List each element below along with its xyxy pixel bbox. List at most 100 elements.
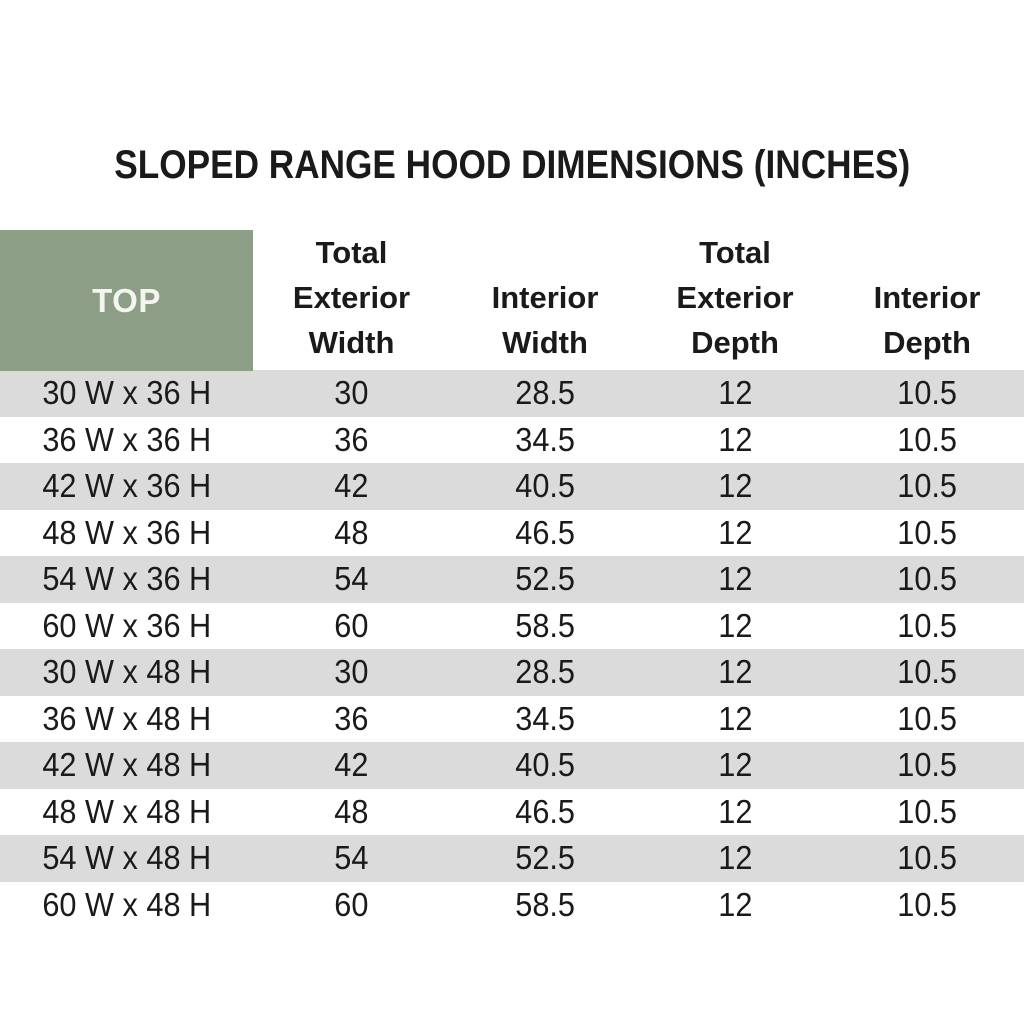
table-cell-interior-depth: 10.5: [830, 696, 1024, 743]
row-label-text: 54 W x 36 H: [42, 560, 211, 597]
table-cell-total-exterior-width: 42: [253, 463, 450, 510]
cell-value: 10.5: [897, 420, 957, 458]
table-cell-total-exterior-width: 48: [253, 510, 450, 557]
cell-value: 12: [717, 420, 753, 458]
column-header-line: Total: [699, 235, 771, 270]
cell-value: 10.5: [897, 467, 957, 504]
cell-value: 10.5: [897, 513, 957, 551]
table-cell-total-exterior-depth: 12: [640, 835, 830, 882]
table-header-row: TOP Total Exterior Width Interior Width …: [0, 230, 1024, 371]
table-cell-interior-width: 52.5: [450, 835, 640, 882]
table-cell-total-exterior-depth: 12: [640, 603, 830, 650]
cell-value: 12: [717, 839, 753, 876]
cell-value: 58.5: [515, 885, 575, 923]
table-row: 48 W x 36 H 48 46.5 12 10.5: [0, 510, 1024, 557]
table-row: 42 W x 48 H 42 40.5 12 10.5: [0, 742, 1024, 789]
cell-value: 12: [717, 885, 753, 923]
table-cell-interior-width: 34.5: [450, 696, 640, 743]
table-cell-total-exterior-depth: 12: [640, 417, 830, 464]
cell-value: 10.5: [897, 699, 957, 737]
table-cell-total-exterior-width: 42: [253, 742, 450, 789]
cell-value: 48: [334, 513, 369, 551]
table-cell-total-exterior-width: 54: [253, 556, 450, 603]
cell-value: 28.5: [515, 374, 575, 411]
table-cell-interior-depth: 10.5: [830, 510, 1024, 557]
table-cell-total-exterior-depth: 12: [640, 789, 830, 836]
table-cell-interior-depth: 10.5: [830, 370, 1024, 417]
table-cell-interior-width: 46.5: [450, 510, 640, 557]
table-cell-interior-depth: 10.5: [830, 742, 1024, 789]
table-cell-total-exterior-width: 48: [253, 789, 450, 836]
cell-value: 12: [717, 467, 753, 504]
cell-value: 12: [717, 513, 753, 551]
cell-value: 12: [717, 792, 753, 830]
table-cell-interior-depth: 10.5: [830, 556, 1024, 603]
row-label-text: 36 W x 48 H: [42, 699, 211, 737]
row-label-text: 42 W x 48 H: [42, 746, 211, 783]
table-row: 48 W x 48 H 48 46.5 12 10.5: [0, 789, 1024, 836]
table-cell-total-exterior-width: 60: [253, 882, 450, 929]
table-cell-interior-width: 40.5: [450, 463, 640, 510]
table-cell-interior-depth: 10.5: [830, 835, 1024, 882]
table-cell-interior-depth: 10.5: [830, 463, 1024, 510]
table-cell-interior-width: 34.5: [450, 417, 640, 464]
cell-value: 10.5: [897, 560, 957, 597]
cell-value: 10.5: [897, 374, 957, 411]
table-cell-total-exterior-depth: 12: [640, 370, 830, 417]
table-cell-total-exterior-width: 60: [253, 603, 450, 650]
column-header-interior-depth: Interior Depth: [830, 230, 1024, 371]
cell-value: 10.5: [897, 792, 957, 830]
table-cell-interior-width: 40.5: [450, 742, 640, 789]
row-label-text: 48 W x 48 H: [42, 792, 211, 830]
table-cell-interior-width: 28.5: [450, 649, 640, 696]
table-row: 36 W x 48 H 36 34.5 12 10.5: [0, 696, 1024, 743]
row-label-text: 36 W x 36 H: [42, 420, 211, 458]
table-cell-total-exterior-depth: 12: [640, 696, 830, 743]
cell-value: 10.5: [897, 746, 957, 783]
table-cell-interior-depth: 10.5: [830, 789, 1024, 836]
cell-value: 52.5: [515, 839, 575, 876]
row-label: 54 W x 36 H: [0, 556, 253, 603]
cell-value: 60: [334, 606, 369, 644]
row-label: 60 W x 48 H: [0, 882, 253, 929]
cell-value: 52.5: [515, 560, 575, 597]
column-header-line: Interior: [873, 280, 981, 315]
column-header-line: Interior: [491, 280, 599, 315]
cell-value: 58.5: [515, 606, 575, 644]
column-header-line: Width: [308, 325, 395, 360]
cell-value: 10.5: [897, 885, 957, 923]
cell-value: 40.5: [515, 467, 575, 504]
cell-value: 40.5: [515, 746, 575, 783]
cell-value: 48: [334, 792, 369, 830]
dimensions-table: TOP Total Exterior Width Interior Width …: [0, 230, 1024, 928]
table-cell-total-exterior-width: 30: [253, 370, 450, 417]
column-header-line: Width: [502, 325, 588, 360]
cell-value: 12: [717, 699, 753, 737]
row-label-text: 30 W x 48 H: [42, 653, 211, 690]
cell-value: 42: [334, 746, 369, 783]
cell-value: 36: [334, 420, 369, 458]
row-label: 30 W x 36 H: [0, 370, 253, 417]
column-header-line: Total: [315, 235, 388, 270]
row-label: 42 W x 36 H: [0, 463, 253, 510]
table-cell-total-exterior-width: 36: [253, 417, 450, 464]
cell-value: 12: [717, 653, 753, 690]
cell-value: 10.5: [897, 839, 957, 876]
table-row: 30 W x 36 H 30 28.5 12 10.5: [0, 370, 1024, 417]
column-header-total-exterior-depth: Total Exterior Depth: [640, 230, 830, 371]
column-header-total-exterior-width: Total Exterior Width: [253, 230, 450, 371]
row-label: 30 W x 48 H: [0, 649, 253, 696]
row-label: 48 W x 36 H: [0, 510, 253, 557]
table-cell-total-exterior-depth: 12: [640, 556, 830, 603]
row-label-text: 42 W x 36 H: [42, 467, 211, 504]
table-cell-interior-width: 28.5: [450, 370, 640, 417]
table-cell-total-exterior-width: 54: [253, 835, 450, 882]
cell-value: 12: [717, 746, 753, 783]
row-label-text: 54 W x 48 H: [42, 839, 211, 876]
table-cell-interior-width: 58.5: [450, 603, 640, 650]
row-label: 48 W x 48 H: [0, 789, 253, 836]
row-label: 54 W x 48 H: [0, 835, 253, 882]
table-cell-interior-depth: 10.5: [830, 417, 1024, 464]
column-header-line: Depth: [691, 325, 779, 360]
